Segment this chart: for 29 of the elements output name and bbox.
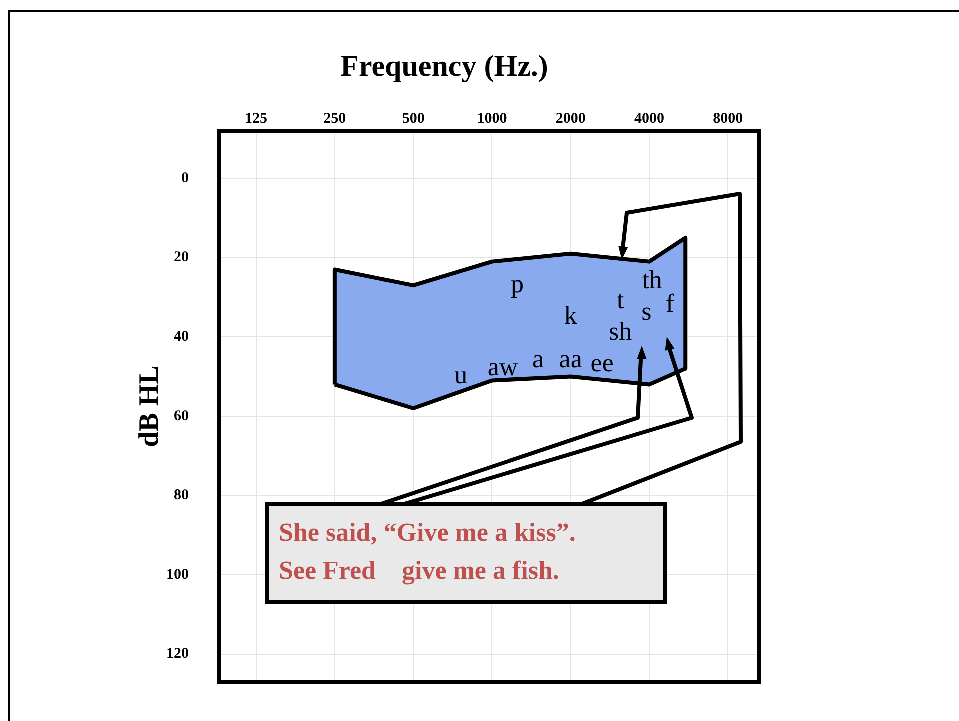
annotation: f (666, 289, 675, 318)
y-tick-label: 80 (174, 488, 189, 504)
annotation: th (642, 265, 662, 294)
x-tick-label: 250 (324, 110, 346, 127)
y-tick-label: 120 (166, 646, 189, 662)
caption-box: She said, “Give me a kiss”. See Fred give me a fish. (265, 502, 667, 604)
y-tick-label: 40 (174, 329, 189, 346)
annotation: s (642, 297, 652, 326)
y-tick-label: 100 (166, 566, 189, 583)
annotation: aa (559, 344, 583, 374)
chart-title: Frequency (Hz.) (340, 50, 548, 83)
x-tick-label: 125 (245, 110, 268, 127)
x-tick-label: 1000 (477, 110, 508, 127)
annotation: p (511, 269, 524, 298)
x-tick-label: 2000 (556, 110, 586, 127)
annotation: a (532, 344, 544, 374)
x-tick-label: 4000 (634, 110, 664, 127)
annotation: sh (609, 316, 632, 346)
annotation: aw (488, 352, 518, 382)
annotation: ee (590, 348, 614, 378)
x-tick-label: 500 (402, 110, 425, 127)
y-axis-title: dB HL (134, 366, 166, 448)
y-tick-label: 20 (174, 250, 189, 266)
x-tick-label: 8000 (713, 110, 744, 127)
y-tick-label: 0 (182, 170, 189, 186)
y-tick-label: 60 (174, 408, 189, 424)
annotation: t (616, 285, 625, 314)
annotation: k (564, 301, 578, 330)
annotation: u (454, 360, 468, 390)
